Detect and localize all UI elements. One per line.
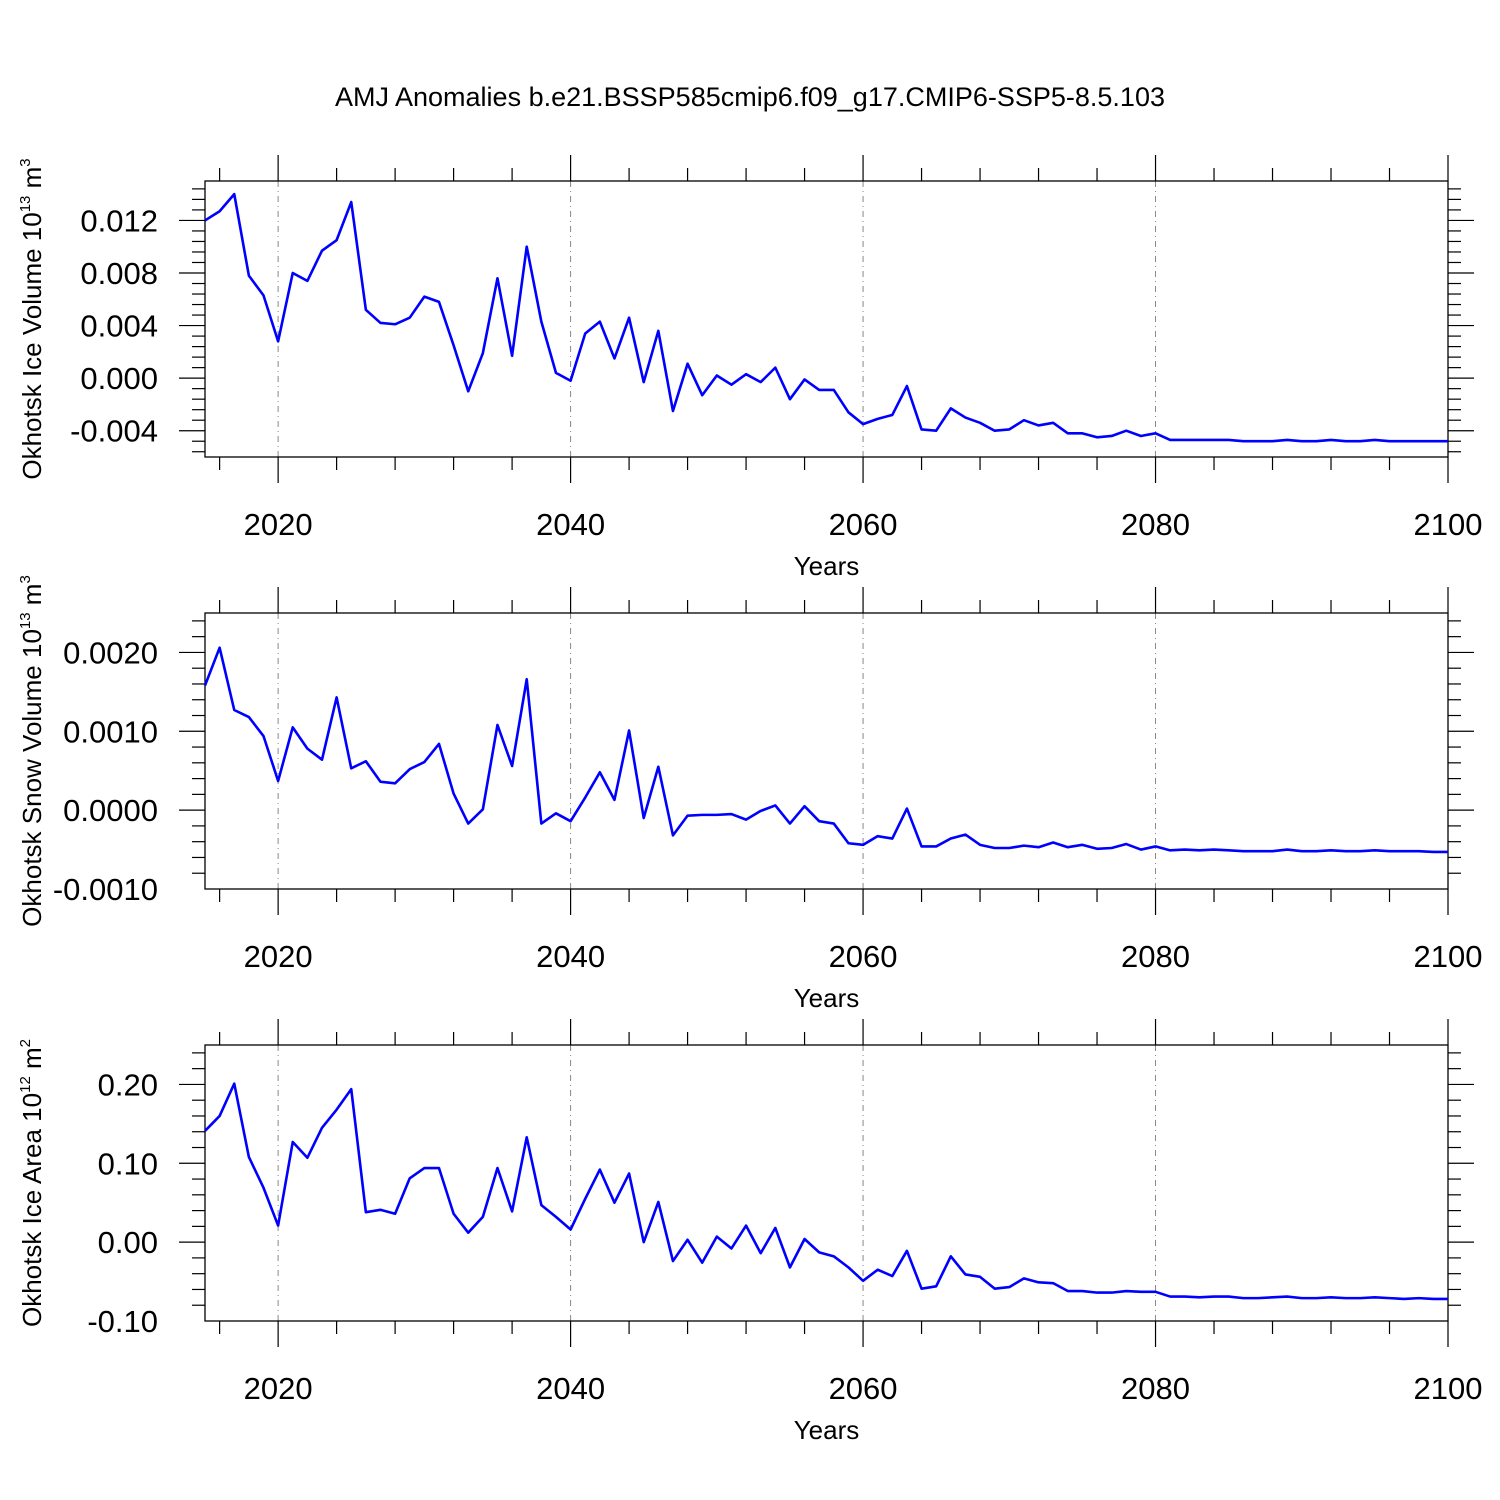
x-tick-label: 2060 bbox=[829, 939, 898, 974]
x-tick-label: 2040 bbox=[536, 1371, 605, 1406]
y-axis-label-unit-exponent: 2 bbox=[17, 1039, 34, 1047]
plot-frame bbox=[204, 612, 1449, 890]
x-axis-label: Years bbox=[794, 551, 860, 581]
y-axis-label: Okhotsk Ice Area 1012 m2 bbox=[17, 1039, 47, 1327]
x-tick-label: 2040 bbox=[536, 507, 605, 542]
series-line bbox=[204, 192, 1448, 443]
x-tick-label: 2020 bbox=[244, 507, 313, 542]
x-axis-label: Years bbox=[794, 1415, 860, 1445]
y-tick-label: 0.000 bbox=[80, 361, 158, 396]
y-tick-label: 0.004 bbox=[80, 309, 158, 344]
y-tick-label: 0.008 bbox=[80, 256, 158, 291]
y-tick-label: 0.0010 bbox=[63, 714, 158, 749]
y-tick-label: -0.10 bbox=[87, 1304, 158, 1339]
x-tick-label: 2100 bbox=[1414, 939, 1483, 974]
series-line bbox=[203, 646, 1448, 854]
y-axis-label-unit-exponent: 3 bbox=[17, 158, 34, 166]
y-axis-label: Okhotsk Ice Volume 1013 m3 bbox=[17, 158, 47, 479]
chart-panel-2: 2020 2040 2060 2080 2100 Years -0.0010 0.0000 0.… bbox=[17, 575, 1482, 1013]
x-tick-label: 2020 bbox=[244, 939, 313, 974]
y-tick-label: 0.012 bbox=[80, 203, 158, 238]
figure-title: AMJ Anomalies b.e21.BSSP585cmip6.f09_g17… bbox=[335, 82, 1165, 112]
x-tick-label: 2020 bbox=[244, 1371, 313, 1406]
y-tick-label: 0.0020 bbox=[63, 635, 158, 670]
x-tick-label: 2060 bbox=[829, 507, 898, 542]
chart-panel-3: 2020 2040 2060 2080 2100 Years -0.10 0.00 0.10 0.… bbox=[17, 1019, 1482, 1445]
y-axis-label-exponent: 13 bbox=[17, 612, 34, 629]
x-axis-label: Years bbox=[794, 983, 860, 1013]
y-axis-label-text: Okhotsk Ice Area 10 bbox=[17, 1093, 47, 1327]
y-axis-label: Okhotsk Snow Volume 1013 m3 bbox=[17, 575, 47, 927]
y-axis-label-unit: m bbox=[17, 584, 47, 613]
x-tick-label: 2100 bbox=[1414, 507, 1483, 542]
plot-frame bbox=[204, 180, 1449, 458]
x-tick-label: 2080 bbox=[1121, 939, 1190, 974]
y-tick-label: 0.10 bbox=[98, 1146, 158, 1181]
x-tick-label: 2040 bbox=[536, 939, 605, 974]
y-tick-label: 0.20 bbox=[98, 1067, 158, 1102]
y-tick-label: -0.0010 bbox=[53, 872, 158, 907]
panels: 2020 2040 2060 2080 2100 Years -0.004 0.000 0.00… bbox=[17, 155, 1482, 1445]
y-tick-label: 0.00 bbox=[98, 1225, 158, 1260]
y-axis-label-unit: m bbox=[17, 1047, 47, 1076]
y-axis-label-text: Okhotsk Ice Volume 10 bbox=[17, 212, 47, 479]
plot-frame bbox=[204, 1044, 1449, 1322]
x-tick-label: 2100 bbox=[1414, 1371, 1483, 1406]
x-tick-label: 2060 bbox=[829, 1371, 898, 1406]
series-line bbox=[204, 1082, 1448, 1301]
y-axis-label-exponent: 12 bbox=[17, 1076, 34, 1093]
chart-panel-1: 2020 2040 2060 2080 2100 Years -0.004 0.000 0.00… bbox=[17, 155, 1482, 581]
y-axis-label-unit-exponent: 3 bbox=[17, 575, 34, 583]
y-axis-label-text: Okhotsk Snow Volume 10 bbox=[17, 629, 47, 927]
y-axis-label-exponent: 13 bbox=[17, 196, 34, 213]
x-tick-label: 2080 bbox=[1121, 1371, 1190, 1406]
x-tick-label: 2080 bbox=[1121, 507, 1190, 542]
y-tick-label: 0.0000 bbox=[63, 793, 158, 828]
y-tick-label: -0.004 bbox=[70, 414, 158, 449]
y-axis-label-unit: m bbox=[17, 167, 47, 196]
